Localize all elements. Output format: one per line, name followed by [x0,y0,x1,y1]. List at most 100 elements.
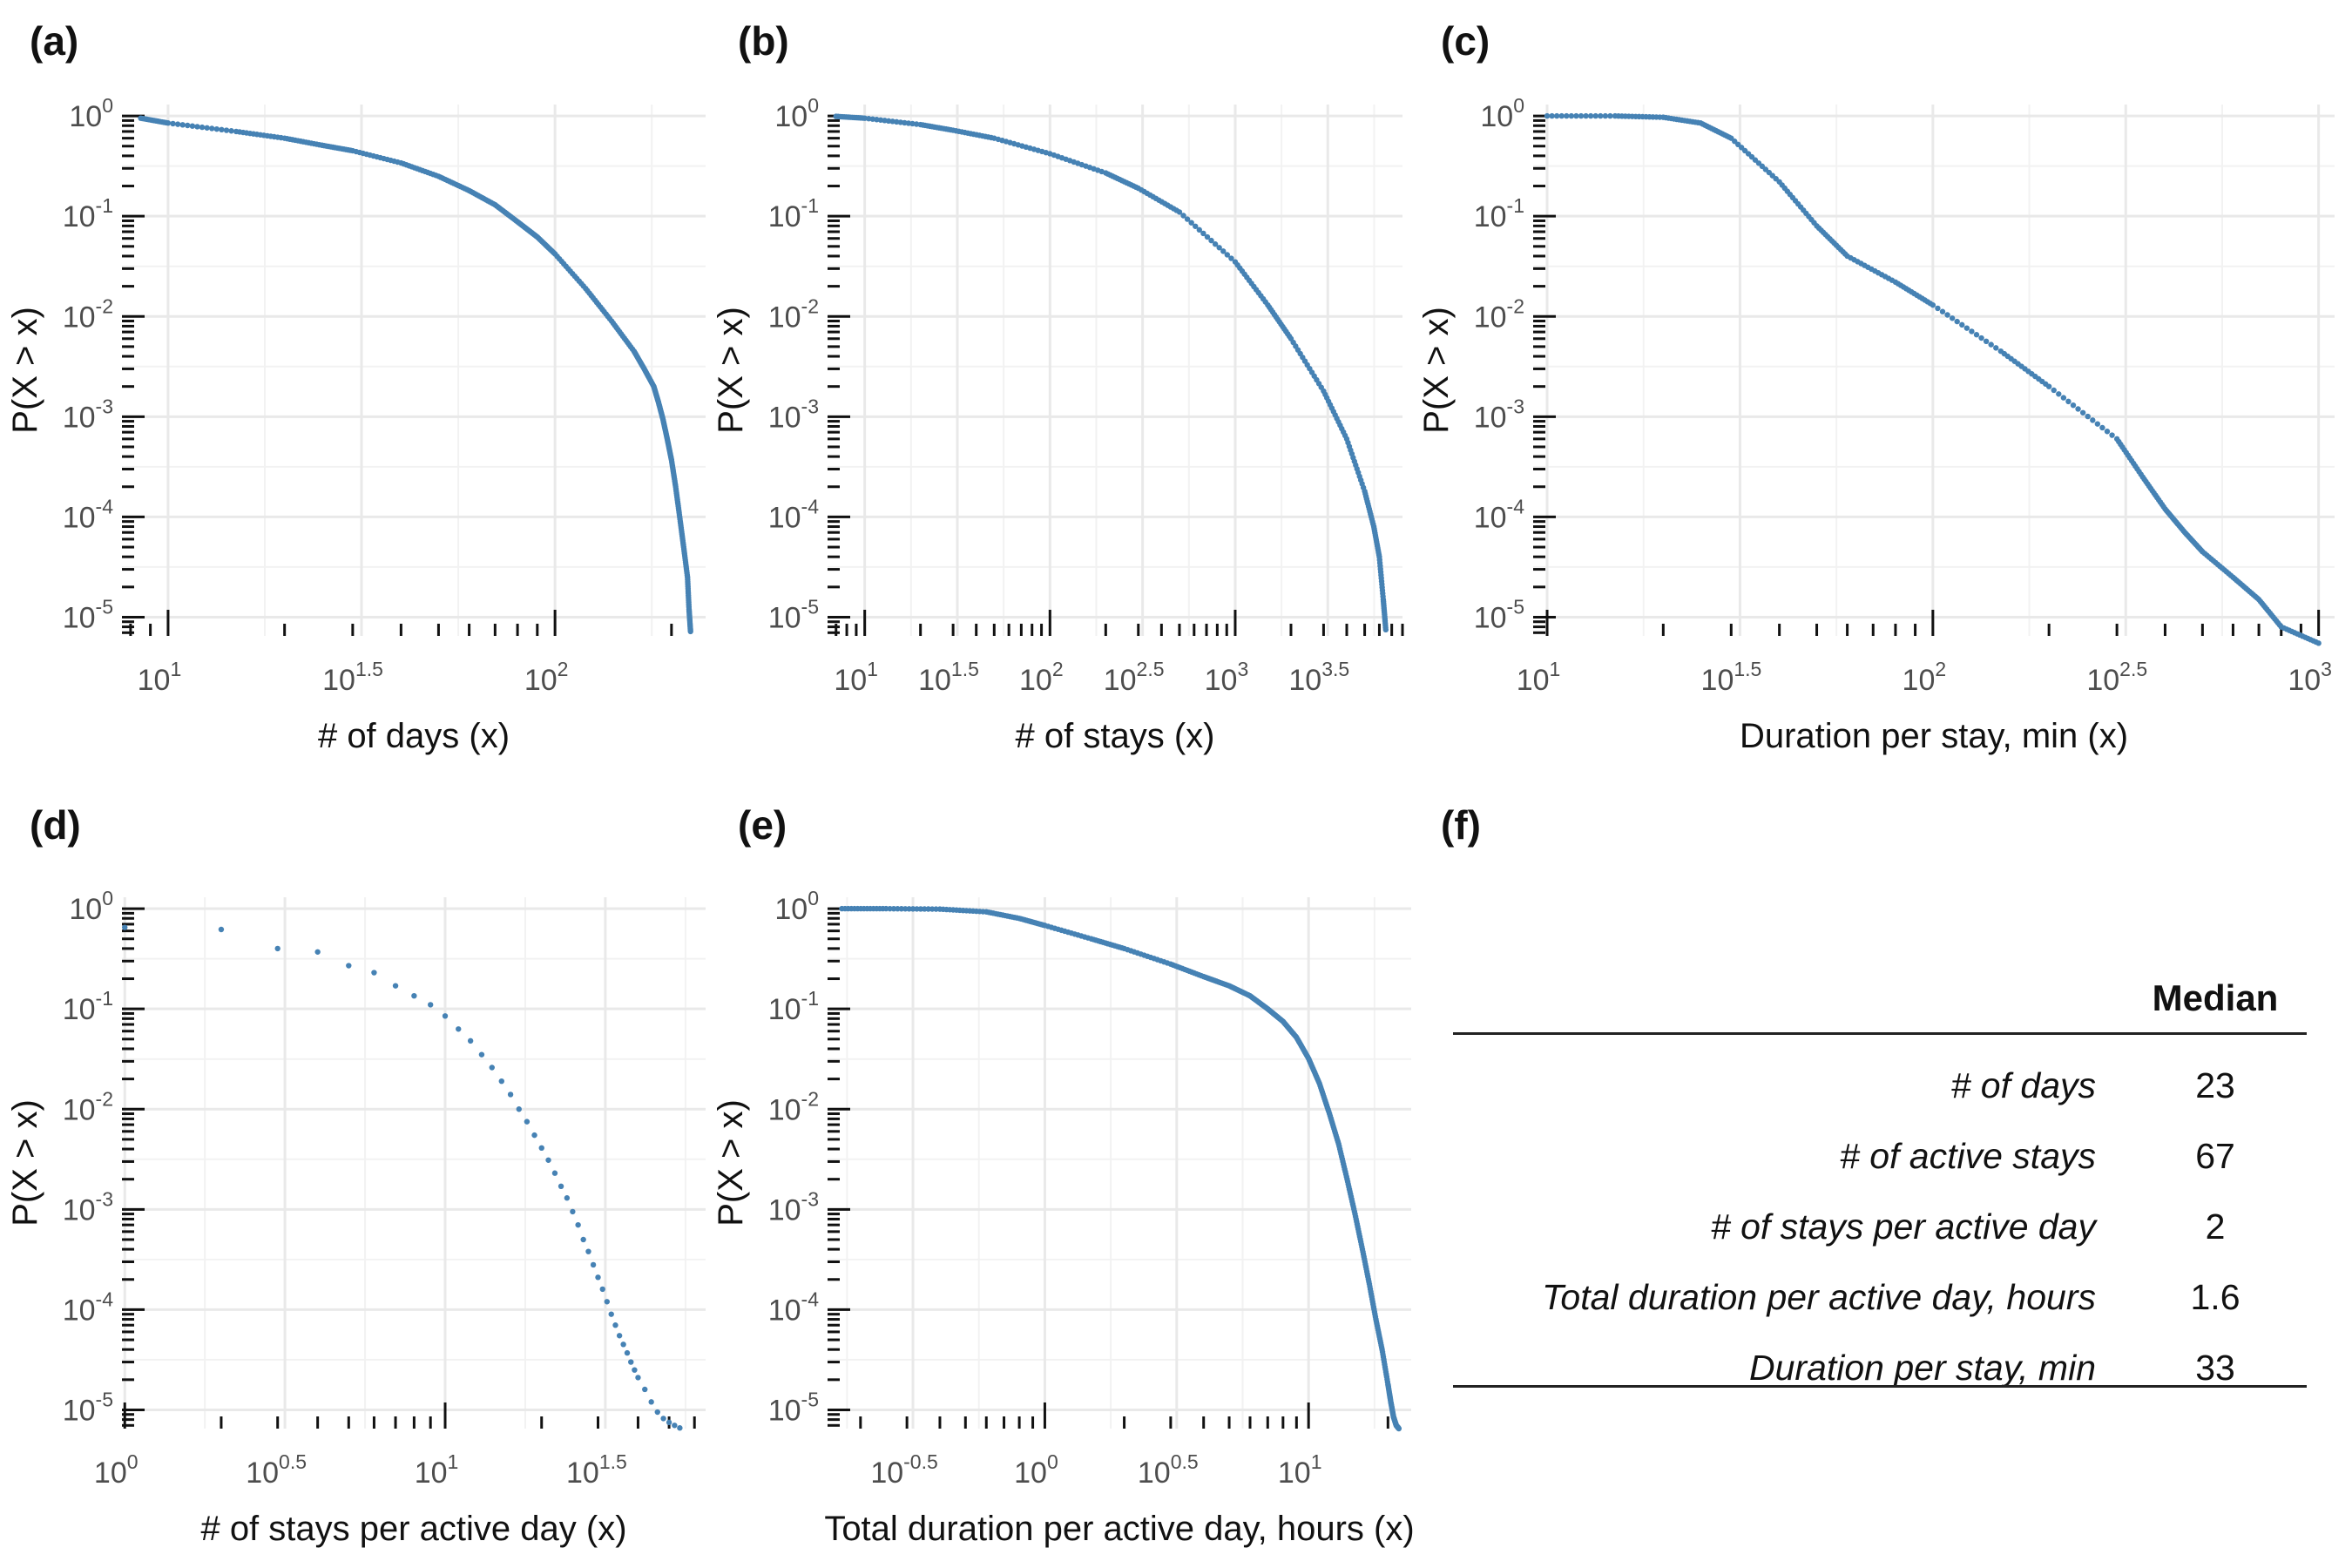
data-point [1188,220,1194,226]
data-point [906,906,912,912]
data-point [616,1333,623,1339]
data-point [580,1236,586,1243]
data-point [545,1157,551,1163]
y-tick-exponent: -2 [96,294,113,317]
x-tick-label: 102 [1903,658,1947,697]
data-point [677,1425,683,1431]
y-axis-title: P(X > x) [6,1099,44,1227]
summary-row-value: 67 [2195,1136,2235,1176]
data-point [498,1078,504,1085]
data-point [890,905,897,912]
y-tick-label: 10-5 [63,1388,113,1427]
y-tick-label: 10-4 [63,495,113,534]
x-tick-exponent: 0 [127,1450,139,1473]
data-point [660,1416,666,1422]
panel-label-c: (c) [1441,18,1490,64]
summary-row-label: Duration per stay, min [1748,1348,2096,1388]
y-axis-title: P(X > x) [1417,307,1456,434]
x-tick-exponent: 3 [2321,658,2332,680]
y-tick-exponent: 0 [102,94,113,117]
data-point [1578,112,1585,119]
data-point [902,906,909,912]
x-tick-exponent: 1.5 [951,658,979,680]
summary-row-label: # of stays per active day [1710,1206,2096,1247]
y-axis-title: P(X > x) [712,1099,750,1227]
data-point [1930,301,1936,308]
data-point [174,121,181,127]
x-tick-exponent: 2.5 [1137,658,1165,680]
panel-label-b: (b) [738,18,789,64]
data-point [219,126,225,133]
x-tick-exponent: 1 [448,1450,459,1473]
x-tick-exponent: 1 [1550,658,1561,680]
summary-row-value: 33 [2195,1348,2235,1388]
data-point [1573,112,1579,119]
x-tick-label: 101 [834,658,878,697]
x-tick-label: 102.5 [1104,658,1165,697]
x-tick-label: 101 [415,1450,459,1490]
data-point [666,1419,672,1426]
data-point [213,125,220,132]
x-tick-exponent: 0.5 [279,1450,307,1473]
y-tick-label: 10-3 [63,1187,113,1227]
y-tick-exponent: -1 [801,987,819,1010]
data-point [1568,112,1575,119]
data-point [1935,305,1941,312]
data-point [209,125,215,132]
data-point [1587,112,1594,119]
panel-label-f: (f) [1441,802,1481,848]
x-tick-label: 100 [94,1450,139,1490]
y-tick-exponent: 0 [808,887,819,909]
data-point [1602,112,1609,119]
data-point [2065,398,2072,405]
data-point [620,1342,626,1348]
data-point [392,983,399,989]
data-point [887,905,893,912]
panel-label-d: (d) [30,802,81,848]
x-tick-exponent: 3 [1237,658,1248,680]
x-tick-label: 10-0.5 [870,1450,937,1490]
data-point [467,1037,474,1044]
x-tick-label: 101 [138,658,182,697]
data-point [228,128,234,134]
data-point [1208,237,1214,244]
data-point [1216,245,1222,251]
y-tick-exponent: -2 [96,1087,113,1110]
panel-label-e: (e) [738,802,787,848]
x-tick-label: 101.5 [1701,658,1762,697]
data-point [1564,112,1570,119]
data-point [1382,626,1389,633]
x-tick-exponent: 1.5 [1734,658,1761,680]
data-point [1220,248,1227,254]
data-point [2075,406,2081,412]
data-point [122,924,128,930]
y-tick-label: 100 [774,887,819,926]
data-point [2085,413,2091,420]
x-tick-label: 102 [524,658,569,697]
y-axis-title: P(X > x) [712,307,750,434]
data-point [1558,112,1565,119]
x-tick-label: 101 [1517,658,1561,697]
y-tick-label: 100 [774,94,819,133]
data-point [1200,230,1206,237]
y-tick-label: 10-2 [768,1087,819,1126]
x-tick-exponent: 1 [1311,1450,1322,1473]
x-tick-exponent: 2.5 [2119,658,2147,680]
y-tick-label: 10-5 [768,1388,819,1427]
summary-row-label: # of active stays [1840,1136,2096,1176]
data-point [914,906,920,912]
y-tick-exponent: -3 [801,1187,819,1210]
y-tick-label: 10-3 [63,395,113,434]
data-point [1598,112,1604,119]
data-point [2079,409,2086,416]
data-point [524,1119,531,1125]
data-point [2045,383,2052,389]
y-axis-title: P(X > x) [6,307,44,434]
data-point [1212,241,1219,247]
data-point [1959,321,1965,328]
y-tick-label: 10-5 [1474,595,1524,634]
data-point [1583,112,1589,119]
data-point [608,1311,614,1317]
data-point [1939,308,1946,314]
